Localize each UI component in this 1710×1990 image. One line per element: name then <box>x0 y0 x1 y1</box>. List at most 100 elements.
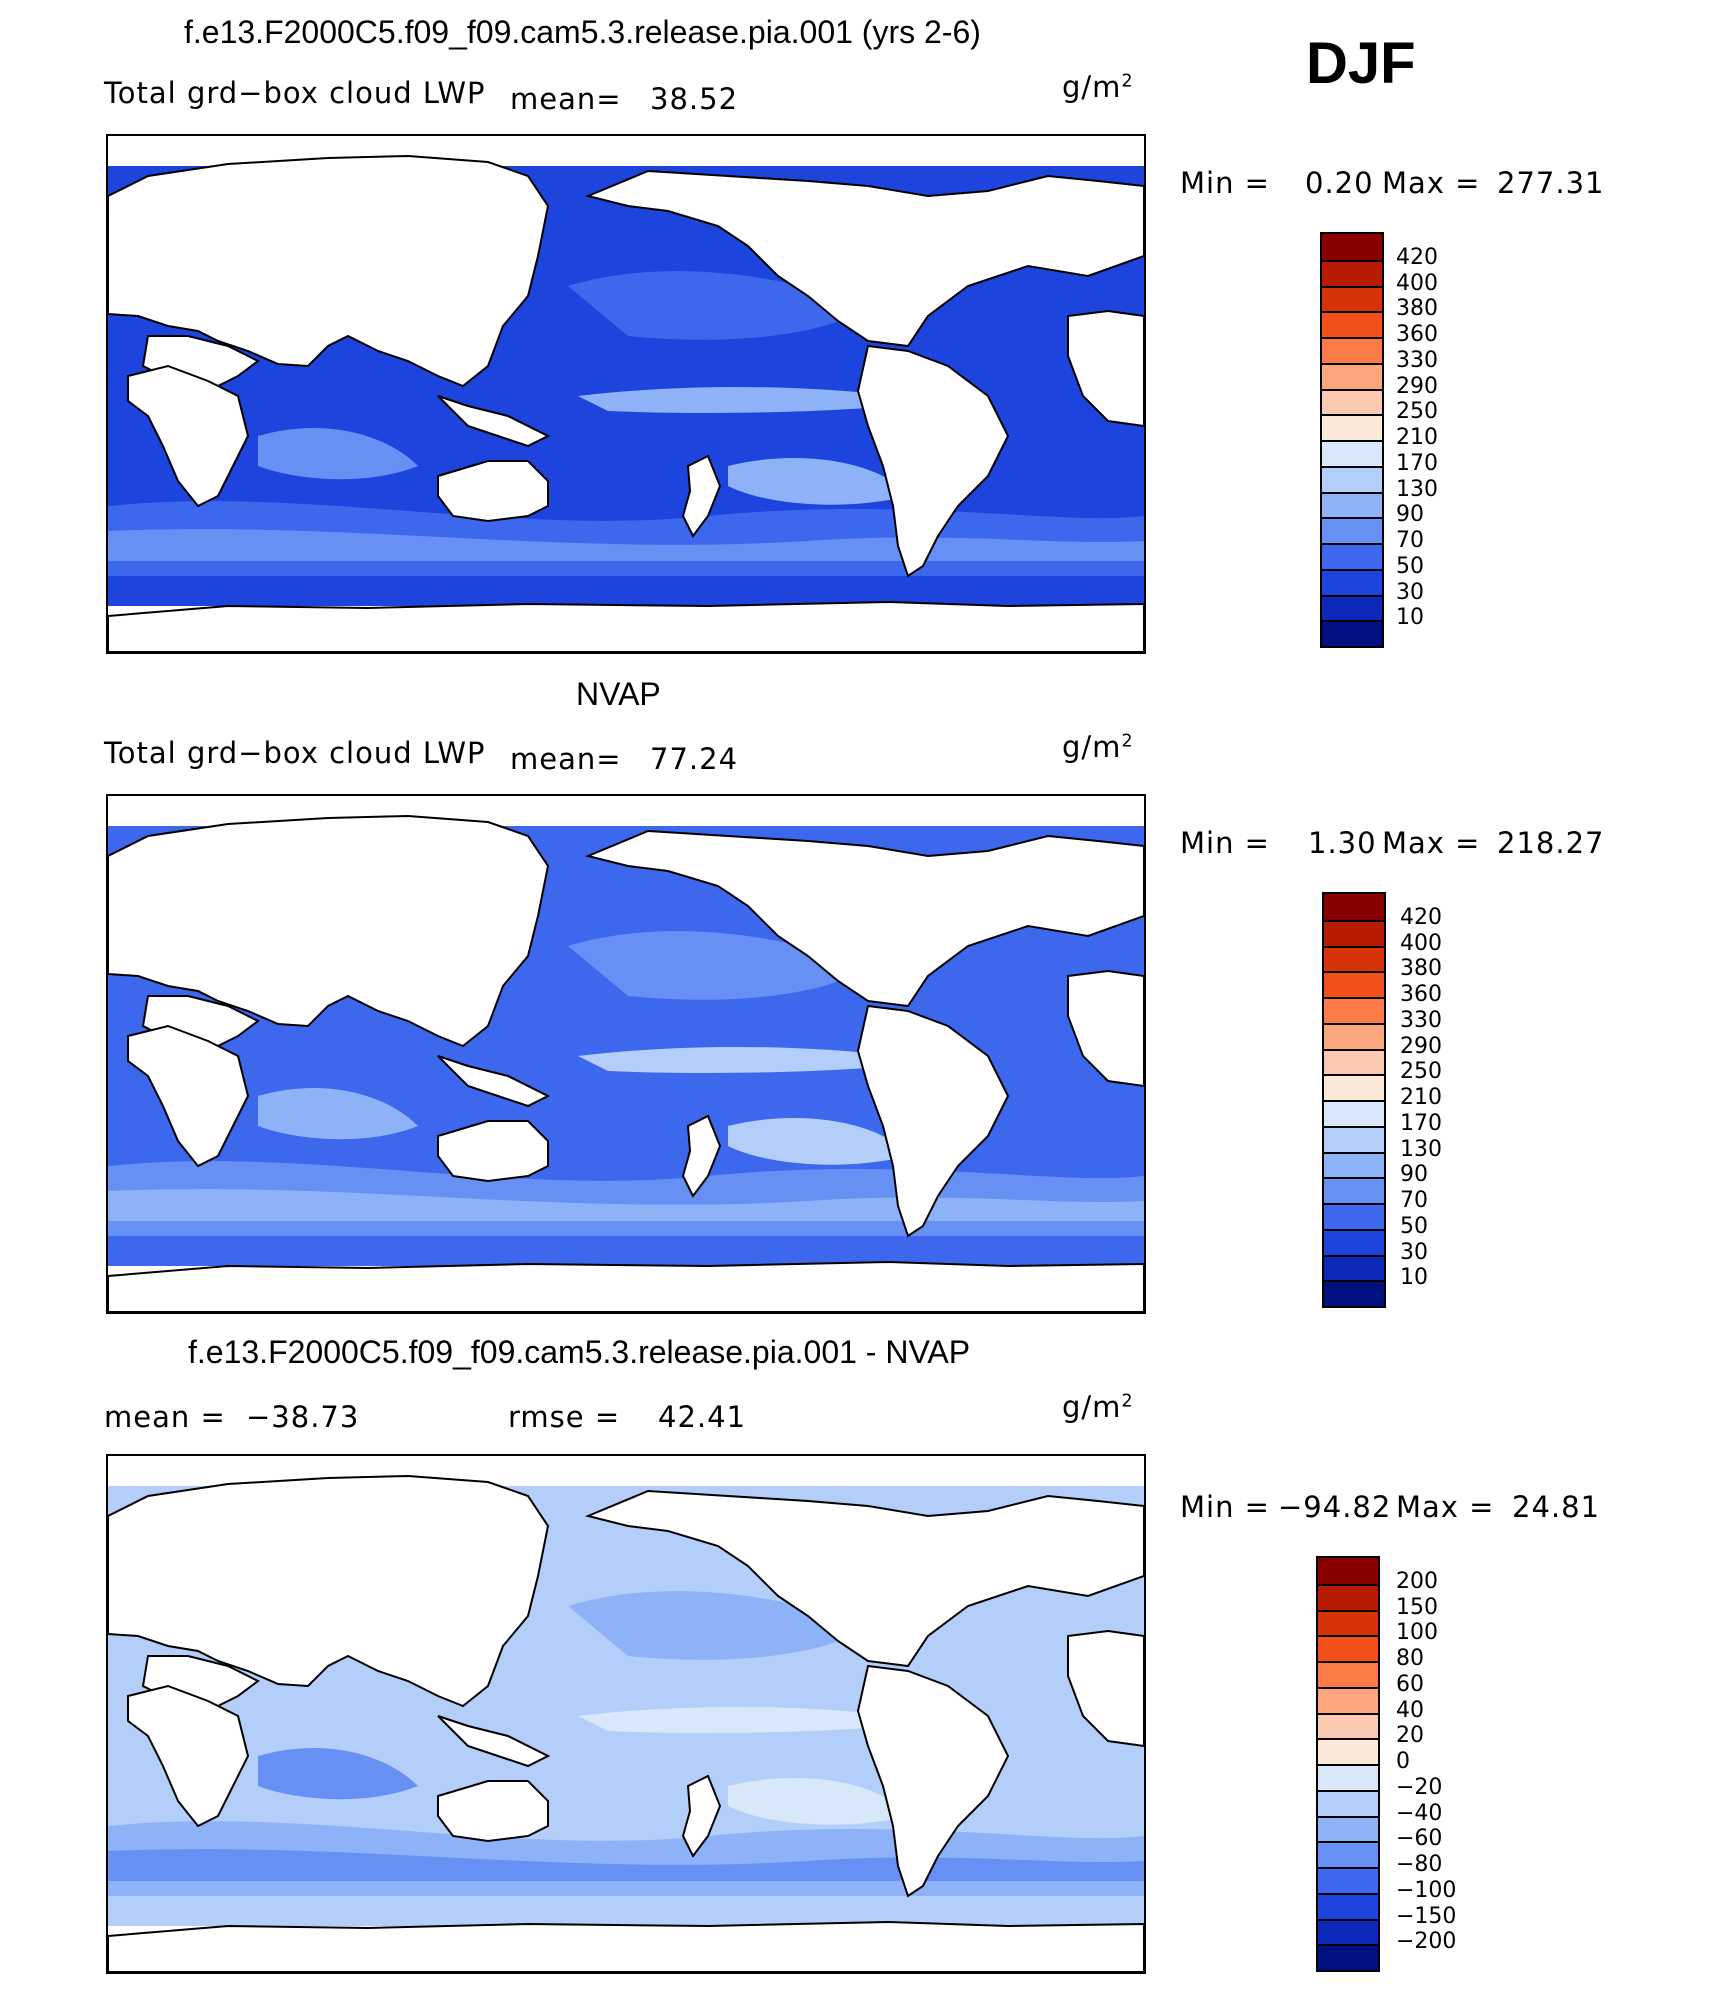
colorbar-segment <box>1324 1100 1384 1126</box>
ocean-band <box>108 1189 1144 1221</box>
panel1-max-value: 277.31 <box>1497 166 1605 200</box>
colorbar-segment <box>1324 1074 1384 1100</box>
colorbar-tick-label: 50 <box>1400 1213 1428 1239</box>
colorbar-tick-label: 420 <box>1400 904 1442 930</box>
panel2-min-label: Min = <box>1180 826 1270 860</box>
colorbar-tick-label: 130 <box>1400 1136 1442 1162</box>
ocean-band <box>258 1747 418 1800</box>
colorbar-segment <box>1322 362 1382 389</box>
colorbar-segment <box>1318 1892 1378 1919</box>
colorbar-tick-label: 60 <box>1396 1671 1424 1697</box>
land-outline <box>437 1055 551 1108</box>
colorbar-tick-label: 150 <box>1396 1594 1438 1620</box>
colorbar-tick-label: −200 <box>1396 1929 1457 1955</box>
colorbar-segment <box>1318 1609 1378 1636</box>
colorbar-segment <box>1318 1738 1378 1764</box>
panel1-min-value: 0.20 <box>1305 166 1374 200</box>
colorbar-tick-label: −100 <box>1396 1877 1457 1903</box>
colorbar-segment <box>1324 1151 1384 1178</box>
land-outline <box>437 1715 551 1768</box>
panel1-variable-label: Total grd−box cloud LWP <box>104 76 486 110</box>
colorbar-segment <box>1324 1048 1384 1075</box>
colorbar-segment <box>1324 1125 1384 1152</box>
land-outline <box>107 600 1145 653</box>
panel1-map <box>106 134 1146 654</box>
panel3-rmse-value: 42.41 <box>658 1400 747 1434</box>
colorbar-tick-label: 70 <box>1396 528 1424 553</box>
land-outline <box>437 1780 549 1843</box>
colorbar-tick-label: 10 <box>1400 1265 1428 1291</box>
colorbar-tick-label: 0 <box>1396 1749 1410 1774</box>
panel1-max-label: Max = <box>1382 166 1481 200</box>
colorbar-tick-label: 330 <box>1400 1007 1442 1033</box>
ocean-band <box>728 1117 908 1165</box>
panel2-mean-label: mean= <box>510 742 622 776</box>
colorbar-tick-label: 70 <box>1400 1188 1428 1213</box>
panel3-map-svg <box>107 1474 1145 1973</box>
colorbar-segment <box>1322 259 1382 286</box>
colorbar-segment <box>1324 1254 1384 1281</box>
panel3-max-label: Max = <box>1396 1490 1495 1524</box>
land-outline <box>681 454 722 538</box>
colorbar-tick-label: −20 <box>1396 1774 1443 1800</box>
colorbar-tick-label: 250 <box>1400 1059 1442 1085</box>
ocean-band <box>728 457 908 505</box>
colorbar-segment <box>1318 1712 1378 1739</box>
ocean-band <box>568 1591 868 1660</box>
colorbar-segment <box>1318 1918 1378 1945</box>
colorbar-tick-label: 40 <box>1396 1697 1424 1723</box>
colorbar-segment <box>1318 1815 1378 1842</box>
colorbar-tick-label: 400 <box>1400 930 1442 956</box>
colorbar-tick-label: −80 <box>1396 1852 1443 1877</box>
colorbar-segment <box>1322 440 1382 466</box>
ocean-band <box>258 427 418 480</box>
colorbar-segment <box>1322 388 1382 415</box>
colorbar-tick-label: 10 <box>1396 605 1424 631</box>
colorbar-tick-label: 170 <box>1396 450 1438 476</box>
land-outline <box>107 1920 1145 1973</box>
colorbar-segment <box>1318 1841 1378 1867</box>
land-outline <box>107 1474 550 1708</box>
land-outline <box>584 1489 1145 1668</box>
colorbar-tick-label: 50 <box>1396 553 1424 579</box>
colorbar-tick-label: −40 <box>1396 1800 1443 1826</box>
colorbar-segment <box>1324 1228 1384 1255</box>
panel2-units: g/m2 <box>1062 730 1134 764</box>
ocean-band <box>568 271 868 340</box>
colorbar-tick-label: 90 <box>1396 502 1424 528</box>
colorbar-tick-label: 20 <box>1396 1723 1424 1749</box>
colorbar-segment <box>1318 1558 1378 1584</box>
panel2-variable-label: Total grd−box cloud LWP <box>104 736 486 770</box>
colorbar-segment <box>1322 491 1382 518</box>
land-outline <box>681 1774 722 1858</box>
season-label: DJF <box>1306 31 1416 96</box>
land-outline <box>681 1114 722 1198</box>
colorbar-tick-label: 290 <box>1396 373 1438 399</box>
colorbar-tick-label: 330 <box>1396 347 1438 373</box>
colorbar-tick-label: 30 <box>1400 1239 1428 1265</box>
colorbar-tick-label: 90 <box>1400 1162 1428 1188</box>
panel1-units: g/m2 <box>1062 70 1134 104</box>
colorbar-segment <box>1322 594 1382 621</box>
panel1-title: f.e13.F2000C5.f09_f09.cam5.3.release.pia… <box>184 14 981 50</box>
colorbar-segment <box>1324 1280 1384 1306</box>
panel2-colorbar <box>1322 892 1386 1308</box>
colorbar-tick-label: 420 <box>1396 244 1438 270</box>
ocean-band <box>728 1777 908 1825</box>
panel3-mean-label: mean = <box>104 1400 226 1434</box>
land-outline <box>584 169 1145 348</box>
ocean-band <box>258 1087 418 1140</box>
panel3-title: f.e13.F2000C5.f09_f09.cam5.3.release.pia… <box>188 1334 971 1370</box>
land-outline <box>437 395 551 448</box>
panel1-min-label: Min = <box>1180 166 1270 200</box>
panel3-mean-value: −38.73 <box>246 1400 360 1434</box>
panel3-map <box>106 1454 1146 1974</box>
panel2-max-label: Max = <box>1382 826 1481 860</box>
land-outline <box>127 1684 250 1828</box>
colorbar-segment <box>1318 1661 1378 1687</box>
colorbar-tick-label: 30 <box>1396 579 1424 605</box>
panel3-rmse-label: rmse = <box>508 1400 621 1434</box>
colorbar-tick-label: 290 <box>1400 1033 1442 1059</box>
colorbar-segment <box>1322 543 1382 569</box>
colorbar-segment <box>1324 1177 1384 1203</box>
